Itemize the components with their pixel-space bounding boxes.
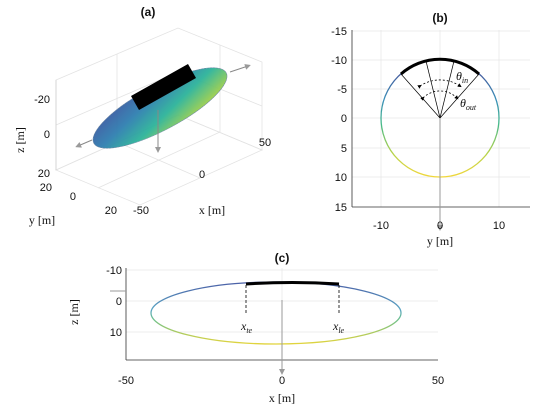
panel-b-x-label: y [m] xyxy=(427,234,453,248)
panel-a-title: (a) xyxy=(141,5,156,19)
panel-c-y-tick: 10 xyxy=(110,327,122,339)
panel-c-x-tick: 50 xyxy=(432,375,444,387)
panel-a-x-label: x [m] xyxy=(199,203,225,217)
panel-a-y-tick: 0 xyxy=(70,191,76,203)
panel-c-x-label: x [m] xyxy=(269,391,295,405)
panel-b-x-tick: -10 xyxy=(373,220,389,232)
panel-a-x-tick: 0 xyxy=(199,169,205,181)
panel-b-x-tick: 10 xyxy=(493,220,505,232)
panel-a-x-arrow xyxy=(229,64,251,73)
panel-c-xte-label: xte xyxy=(240,319,253,335)
panel-b-title: (b) xyxy=(432,11,447,25)
panel-b: (b) θin xyxy=(331,11,530,248)
panel-c-y-label: z [m] xyxy=(67,299,81,325)
panel-c-x-tick: 0 xyxy=(279,375,285,387)
panel-a-z-label: z [m] xyxy=(13,127,27,153)
panel-a-z-tick: 20 xyxy=(38,168,50,180)
panel-a-y-label: y [m] xyxy=(29,213,55,227)
panel-c-y-tick: -10 xyxy=(106,265,122,277)
panel-a-y-tick: 20 xyxy=(40,182,52,194)
panel-a-x-tick: -50 xyxy=(133,205,149,217)
panel-b-x-tick: 0 xyxy=(437,220,443,232)
panel-c: (c) xte xle -10 0 10 z [m] -50 0 50 x [m… xyxy=(67,251,444,405)
panel-c-wing xyxy=(245,281,340,286)
panel-a-z-tick: -20 xyxy=(34,94,50,106)
panel-b-y-tick: 0 xyxy=(341,113,347,125)
panel-c-title: (c) xyxy=(275,251,290,265)
panel-a-x-tick: 50 xyxy=(259,137,271,149)
panel-a-body xyxy=(75,64,251,153)
panel-a-z-tick: 0 xyxy=(44,129,50,141)
panel-a: (a) -20 0 xyxy=(13,5,271,227)
panel-b-grid xyxy=(352,30,530,207)
panel-b-wing-arc xyxy=(400,57,480,76)
panel-a-y-tick: 20 xyxy=(105,205,117,217)
panel-b-theta-in-arc xyxy=(417,79,462,89)
panel-b-theta-in-label: θin xyxy=(456,69,468,85)
panel-b-y-tick: 10 xyxy=(335,172,347,184)
panel-b-y-tick: 15 xyxy=(335,202,347,214)
panel-c-y-tick: 0 xyxy=(116,296,122,308)
panel-a-y-arrow xyxy=(75,139,93,148)
panel-c-x-tick: -50 xyxy=(118,375,134,387)
panel-b-theta-out-arc xyxy=(420,90,459,101)
panel-a-wing xyxy=(131,64,196,110)
panel-b-y-tick: -15 xyxy=(331,26,347,38)
panel-b-y-tick: -5 xyxy=(337,84,347,96)
panel-c-side-profile xyxy=(150,281,402,345)
panel-b-y-tick: -10 xyxy=(331,55,347,67)
panel-b-y-tick: 5 xyxy=(341,143,347,155)
panel-c-xle-label: xle xyxy=(332,319,345,335)
panel-b-theta-out-label: θout xyxy=(460,96,477,112)
